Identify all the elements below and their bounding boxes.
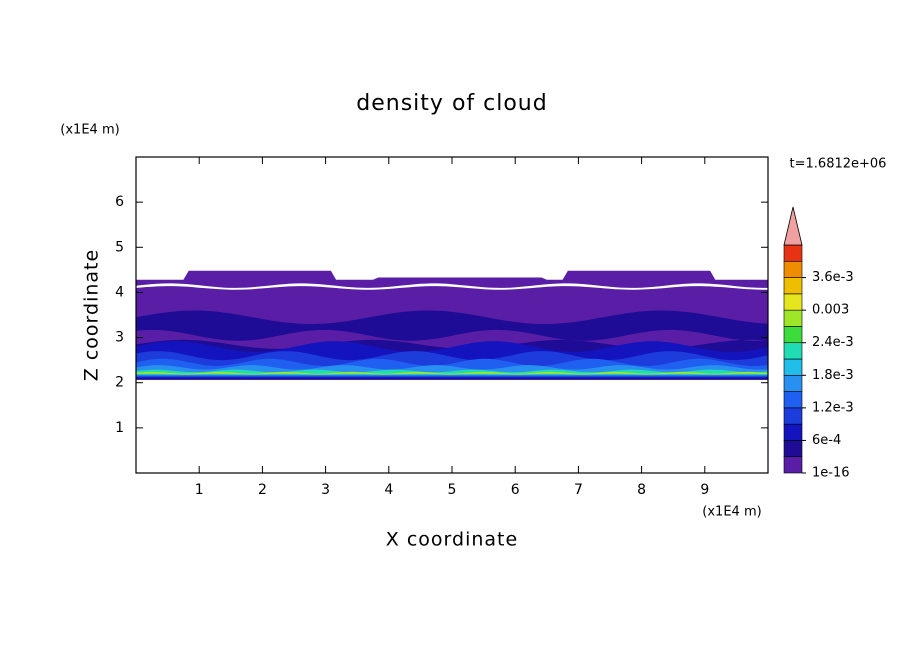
x-axis-title: X coordinate xyxy=(386,529,518,551)
x-tick-label: 4 xyxy=(384,482,393,498)
colorbar-box xyxy=(783,440,803,458)
y-tick-label: 1 xyxy=(115,420,124,436)
x-tick-label: 9 xyxy=(700,482,709,498)
colorbar-label: 2.4e-3 xyxy=(812,335,854,350)
x-tick-label: 8 xyxy=(637,482,646,498)
colorbar-box xyxy=(783,293,803,311)
colorbar-box xyxy=(783,407,803,425)
y-tick-label: 2 xyxy=(115,375,124,391)
x-tick-label: 7 xyxy=(574,482,583,498)
colorbar-box xyxy=(783,244,803,262)
x-tick-label: 6 xyxy=(511,482,520,498)
y-tick-label: 6 xyxy=(115,194,124,210)
colorbar-label: 1.2e-3 xyxy=(812,400,854,415)
colorbar-box xyxy=(783,374,803,392)
colorbar-label: 3.6e-3 xyxy=(812,270,854,285)
y-tick-label: 3 xyxy=(115,330,124,346)
x-tick-label: 5 xyxy=(448,482,457,498)
y-unit: (x1E4 m) xyxy=(60,123,119,138)
colorbar-box xyxy=(783,358,803,376)
y-tick-label: 5 xyxy=(115,239,124,255)
contour-gap xyxy=(136,283,768,290)
colorbar-box xyxy=(783,423,803,441)
x-tick-label: 2 xyxy=(258,482,267,498)
colorbar-box xyxy=(783,326,803,344)
y-axis-title: Z coordinate xyxy=(81,249,103,381)
colorbar-box xyxy=(783,456,803,474)
colorbar-box xyxy=(783,277,803,295)
contour-fill xyxy=(136,371,768,375)
x-unit: (x1E4 m) xyxy=(702,505,761,520)
chart-title: density of cloud xyxy=(356,91,547,116)
colorbar-box xyxy=(783,342,803,360)
colorbar-label: 1.8e-3 xyxy=(812,368,854,383)
colorbar-label: 1e-16 xyxy=(812,466,850,481)
time-annotation: t=1.6812e+06 xyxy=(790,157,887,172)
contour-fill xyxy=(136,329,768,349)
colorbar-box xyxy=(783,260,803,278)
x-tick-label: 3 xyxy=(321,482,330,498)
x-tick-label: 1 xyxy=(195,482,204,498)
y-tick-label: 4 xyxy=(115,284,124,300)
colorbar-box xyxy=(783,391,803,409)
colorbar-label: 0.003 xyxy=(812,303,849,318)
colorbar-label: 6e-4 xyxy=(812,433,841,448)
colorbar-extend xyxy=(783,206,803,246)
colorbar-box xyxy=(783,309,803,327)
